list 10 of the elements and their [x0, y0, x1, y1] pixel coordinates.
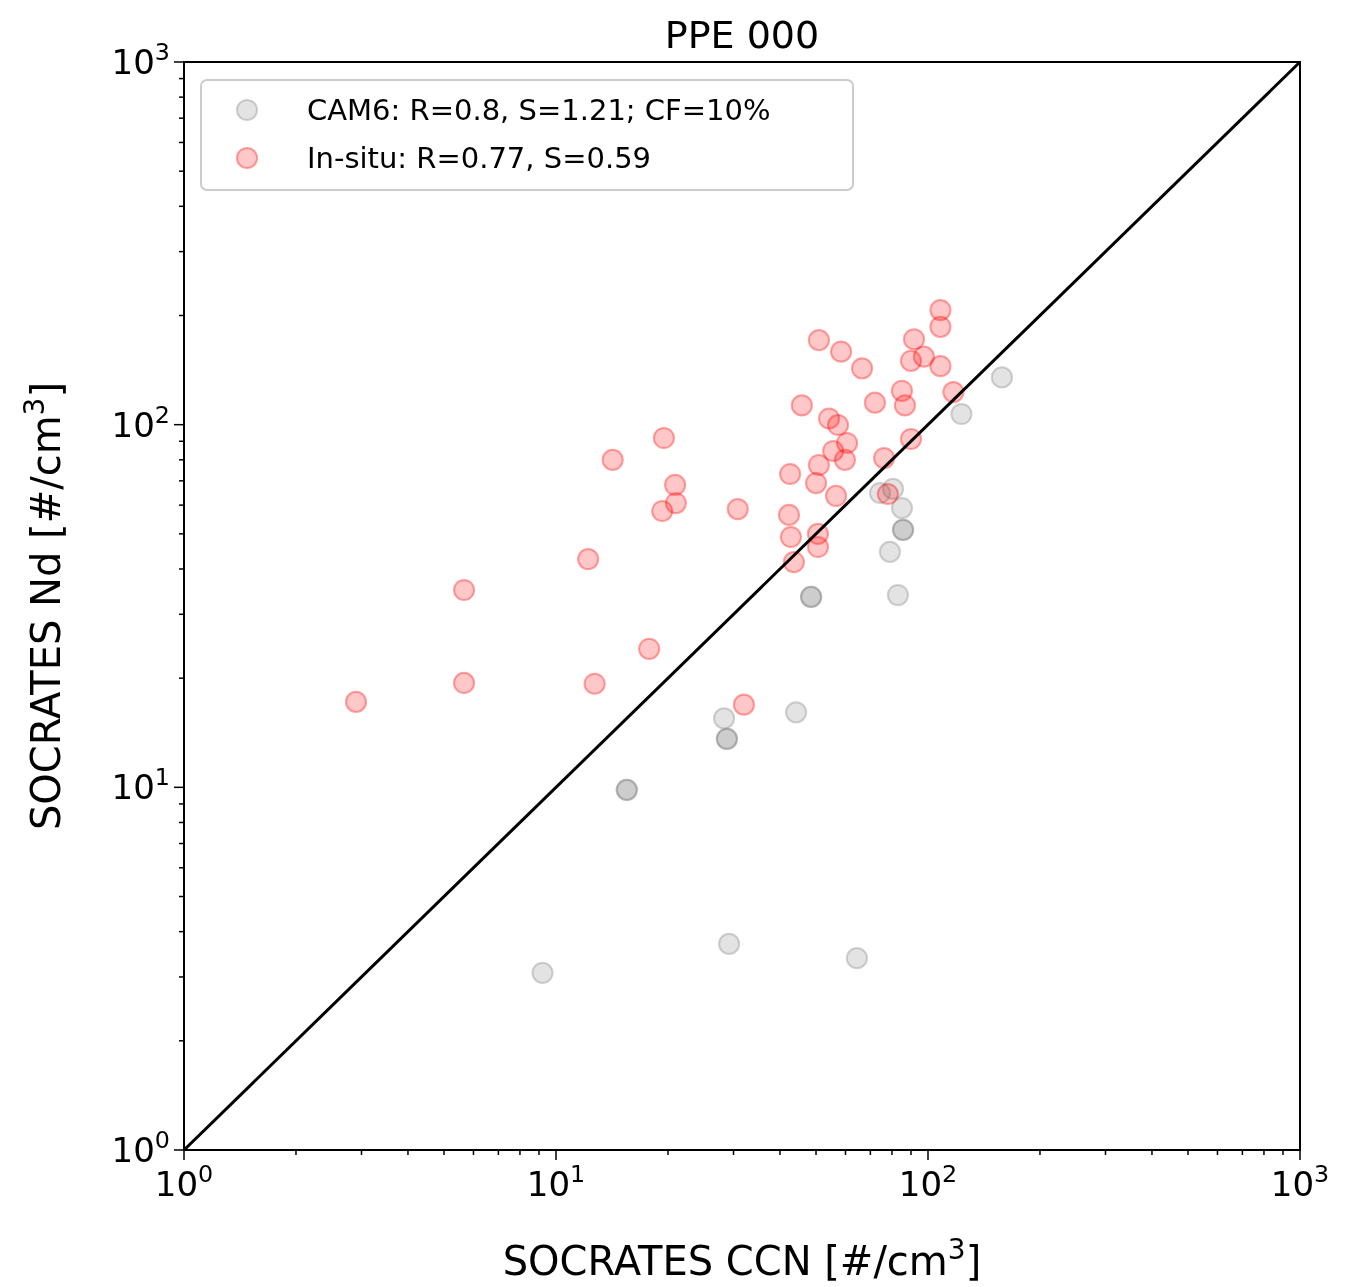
x-tick-label: 10$^{2}$: [898, 1160, 958, 1204]
legend-label: In-situ: R=0.77, S=0.59: [307, 141, 652, 175]
chart-title: PPE 000: [664, 13, 820, 57]
y-tick-label: 10$^{3}$: [111, 38, 170, 82]
y-tick-label: 10$^{1}$: [111, 763, 170, 808]
y-tick-label: 10$^{2}$: [111, 400, 170, 445]
x-tick-label: 10$^{1}$: [526, 1160, 586, 1204]
x-axis-title: SOCRATES CCN [#/cm$^{3}$]: [502, 1232, 982, 1284]
x-tick-label: 10$^{3}$: [1270, 1160, 1330, 1204]
legend-label: CAM6: R=0.8, S=1.21; CF=10%: [307, 93, 771, 127]
